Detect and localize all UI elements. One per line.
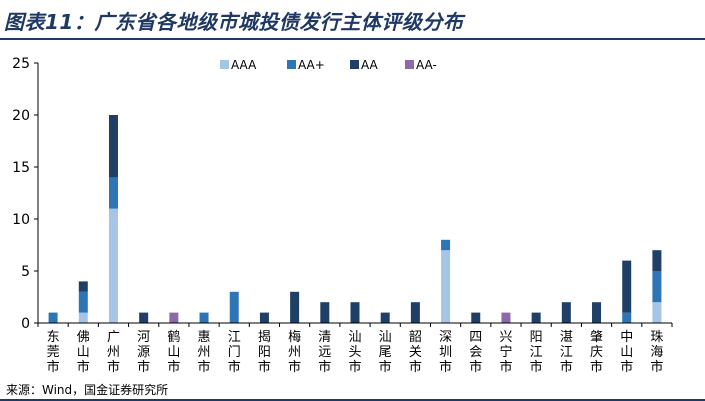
bar-segment-aaa: [78, 312, 88, 323]
bar-segment-aa: [290, 291, 300, 323]
source-note: 来源：Wind，国金证券研究所: [6, 383, 169, 397]
bar-segment-aa: [561, 302, 571, 323]
x-tick-label: 清远市: [318, 330, 331, 375]
bar-segment-aaa: [652, 302, 662, 323]
legend-label: AA+: [298, 58, 325, 72]
legend-swatch: [350, 60, 359, 69]
x-tick-label: 佛山市: [77, 330, 90, 375]
y-axis: 0 5 10 15 20 25: [12, 56, 39, 332]
x-tick-label: 四会市: [469, 330, 482, 375]
bar-segment-aaa: [108, 208, 118, 323]
bar-segment-aa: [350, 302, 360, 323]
bar-segment-aaplus: [652, 271, 662, 303]
x-tick-label: 汕头市: [348, 330, 361, 375]
bar-segment-aa: [139, 312, 149, 323]
y-tick-label: 25: [12, 56, 30, 72]
bar-segment-aa: [622, 260, 632, 313]
bar-segment-aa: [410, 302, 420, 323]
x-tick-label: 鹤山市: [167, 329, 180, 375]
bar-segment-aa: [380, 312, 390, 323]
x-tick-label: 广州市: [107, 330, 120, 375]
x-tick-label: 阳江市: [530, 330, 543, 375]
legend-swatch: [405, 60, 414, 69]
x-tick-label: 珠海市: [650, 330, 663, 375]
legend-swatch: [220, 60, 229, 69]
bar-segment-aa: [78, 281, 88, 292]
bars: [48, 115, 662, 323]
x-tick-label: 兴宁市: [499, 330, 512, 375]
legend: AAA AA+ AA AA-: [220, 58, 437, 72]
x-tick-label: 东莞市: [47, 330, 60, 375]
bar-segment-aaminus: [169, 312, 179, 323]
bar-segment-aaminus: [501, 312, 511, 323]
x-tick-label: 韶关市: [409, 329, 422, 375]
legend-swatch: [287, 60, 296, 69]
bottom-divider: [0, 399, 705, 401]
legend-label: AAA: [231, 58, 257, 72]
bar-segment-aaa: [441, 250, 451, 323]
x-tick-label: 肇庆市: [590, 330, 603, 375]
bar-segment-aaplus: [229, 291, 239, 323]
bar-segment-aa: [531, 312, 541, 323]
y-tick-label: 10: [12, 212, 30, 228]
bar-segment-aaplus: [78, 291, 88, 313]
x-tick-label: 汕尾市: [379, 330, 392, 375]
y-tick-label: 20: [12, 108, 30, 124]
legend-label: AA: [361, 58, 379, 72]
x-tick-label: 河源市: [137, 330, 150, 375]
title-divider: [0, 38, 705, 40]
bar-segment-aa: [652, 250, 662, 271]
x-tick-label: 梅州市: [288, 330, 301, 375]
bar-segment-aaplus: [199, 312, 209, 323]
bar-segment-aaplus: [108, 177, 118, 209]
legend-label: AA-: [416, 58, 437, 72]
y-tick-label: 15: [12, 160, 30, 176]
x-tick-label: 湛江市: [560, 330, 573, 375]
bar-segment-aaplus: [441, 239, 451, 251]
x-tick-label: 惠州市: [198, 330, 211, 375]
x-axis: 东莞市 佛山市 广州市 河源市 鹤山市 惠州市 江门市 揭阳市 梅州市 清远市 汕头市 汕尾市 韶关市 深…: [37, 322, 673, 375]
y-tick-label: 0: [21, 316, 30, 332]
y-tick-label: 5: [21, 264, 30, 280]
title-bar: 图表11：广东省各地级市城投债发行主体评级分布: [0, 0, 705, 40]
x-tick-label: 深圳市: [439, 330, 452, 375]
bar-segment-aaplus: [48, 312, 58, 323]
x-tick-label: 中山市: [620, 330, 633, 375]
bar-segment-aa: [108, 115, 118, 178]
bar-segment-aa: [471, 312, 481, 323]
stacked-bar-chart: 0 5 10 15 20 25 东莞市 佛山市 广州市 河源市 鹤山市 惠州市 江门市 揭阳市 梅州市 清远…: [12, 56, 673, 375]
bar-segment-aaplus: [622, 312, 632, 323]
x-tick-label: 江门市: [228, 330, 241, 375]
chart-title: 图表11：广东省各地级市城投债发行主体评级分布: [4, 10, 464, 34]
x-tick-label: 揭阳市: [258, 330, 271, 375]
bar-segment-aa: [592, 302, 602, 323]
bar-segment-aa: [320, 302, 330, 323]
bar-segment-aa: [259, 312, 269, 323]
